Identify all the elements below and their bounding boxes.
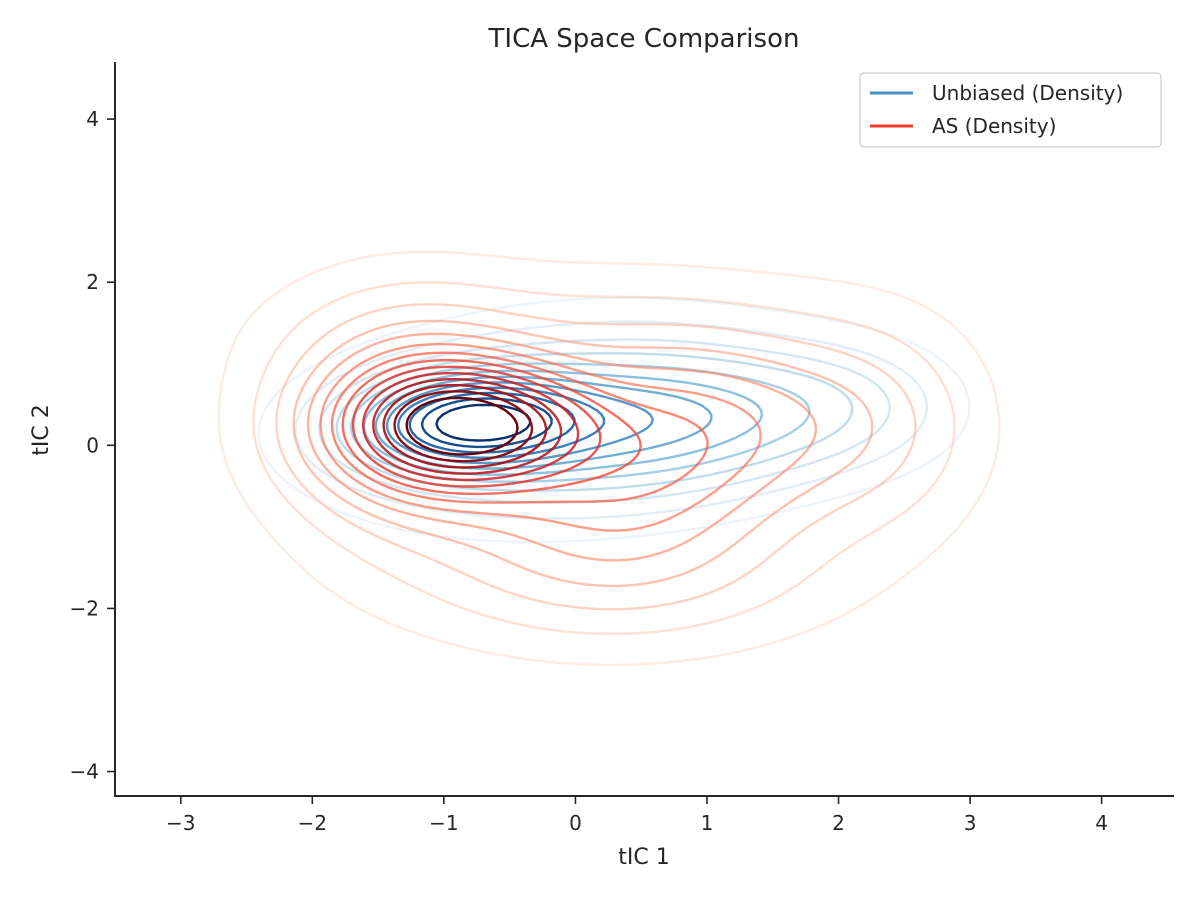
as-contour-level [341, 358, 642, 496]
y-tick-label: −2 [70, 596, 99, 620]
as-contour-level [393, 390, 534, 463]
as-contour-level [405, 396, 519, 456]
as-contour-level [217, 250, 1001, 667]
as-contour-level [351, 365, 602, 488]
x-ticks: −3 −2 −1 0 1 2 3 4 [166, 796, 1108, 835]
as-contour-level [319, 343, 762, 532]
x-tick-label: 1 [701, 811, 714, 835]
legend-label-unbiased: Unbiased (Density) [932, 81, 1123, 105]
as-contour-level [362, 371, 580, 482]
y-ticks: −4 −2 0 2 4 [70, 107, 115, 784]
as-contour-level [372, 378, 563, 475]
legend-box [859, 72, 1162, 148]
contours [217, 250, 1001, 667]
as-contour-level [252, 281, 956, 635]
x-tick-label: −2 [298, 811, 327, 835]
as-contour-level [330, 351, 709, 504]
unbiased-contour-level [397, 386, 606, 459]
as-contour-level [275, 303, 917, 611]
legend-label-as: AS (Density) [932, 114, 1056, 138]
x-tick-label: 4 [1095, 811, 1108, 835]
y-tick-label: −4 [70, 760, 99, 784]
as-contour-level [306, 332, 818, 562]
x-tick-label: 0 [569, 811, 582, 835]
unbiased-contour-level [294, 320, 928, 520]
chart-title: TICA Space Comparison [488, 24, 800, 54]
as-contour-level [382, 383, 548, 469]
x-tick-label: 3 [964, 811, 977, 835]
x-axis-label: tIC 1 [618, 845, 669, 870]
y-tick-label: 2 [86, 270, 99, 294]
x-tick-label: −1 [429, 811, 458, 835]
as-contour-level [292, 319, 874, 588]
y-axis-label: tIC 2 [29, 404, 54, 455]
x-tick-label: −3 [166, 811, 195, 835]
x-tick-label: 2 [832, 811, 845, 835]
y-tick-label: 4 [86, 107, 99, 131]
y-tick-label: 0 [86, 433, 99, 457]
legend: Unbiased (Density) AS (Density) [859, 72, 1162, 148]
